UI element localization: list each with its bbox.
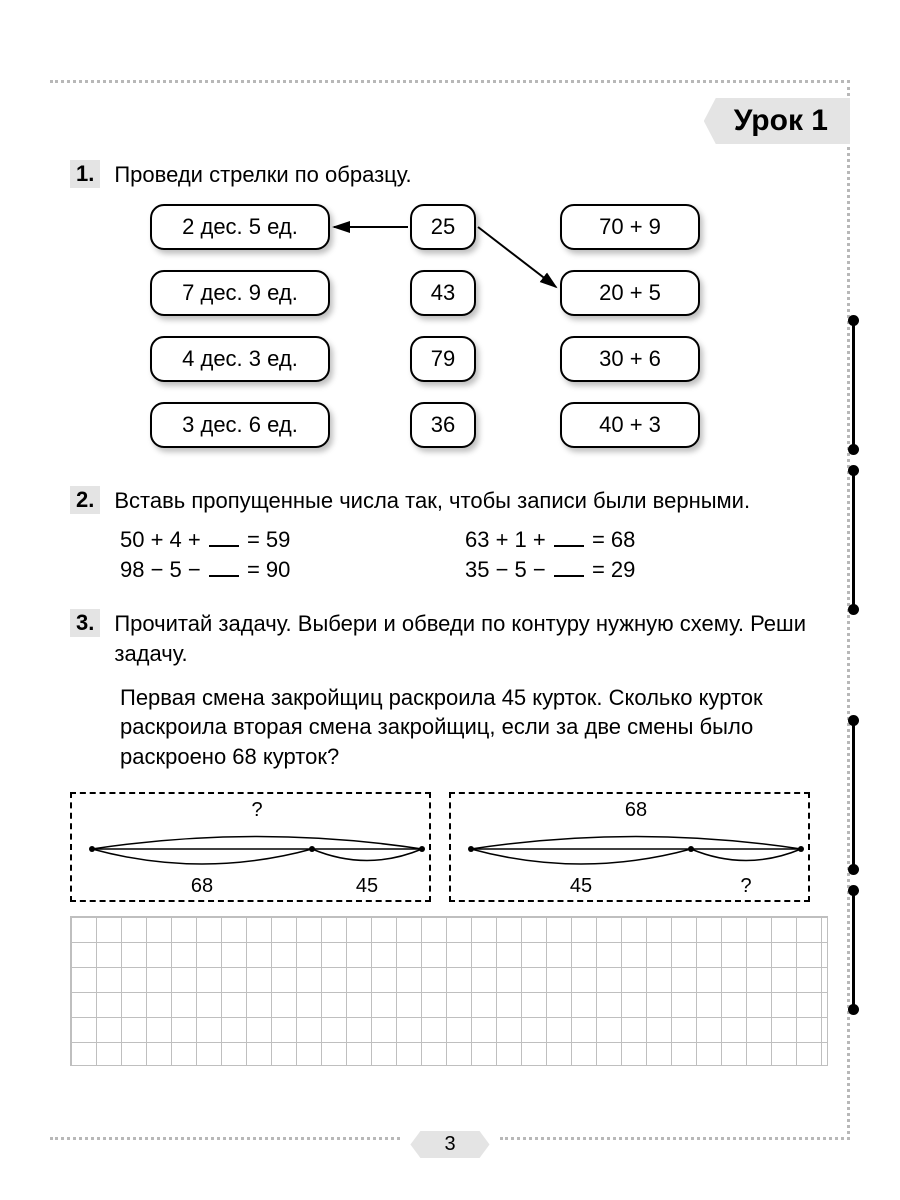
card-left: 7 дес. 9 ед.	[150, 270, 330, 316]
task-prompt: Вставь пропущенные числа так, чтобы запи…	[114, 486, 750, 516]
task-number: 2.	[70, 486, 100, 514]
task-prompt: Проведи стрелки по образцу.	[114, 160, 411, 190]
equation: 63 + 1 + = 68	[465, 527, 810, 553]
scheme-br-label: 45	[356, 875, 378, 897]
task-prompt: Прочитай задачу. Выбери и обведи по конт…	[114, 609, 810, 668]
lesson-label: Урок 1	[704, 98, 850, 144]
ex1-cards-area: 2 дес. 5 ед. 7 дес. 9 ед. 4 дес. 3 ед. 3…	[120, 204, 760, 464]
task-number: 1.	[70, 160, 100, 188]
card-left: 2 дес. 5 ед.	[150, 204, 330, 250]
card-left: 4 дес. 3 ед.	[150, 336, 330, 382]
card-mid: 25	[410, 204, 476, 250]
exercise-2: 2. Вставь пропущенные числа так, чтобы з…	[70, 486, 810, 588]
page-number: 3	[410, 1131, 489, 1158]
card-right: 30 + 6	[560, 336, 700, 382]
blank-field[interactable]	[554, 559, 584, 577]
scheme-svg: ? 68 45	[72, 794, 442, 904]
scheme-br-label: ?	[740, 875, 751, 897]
scheme-bl-label: 68	[191, 875, 213, 897]
equation: 50 + 4 + = 59	[120, 527, 465, 553]
blank-field[interactable]	[209, 559, 239, 577]
side-marker	[852, 470, 855, 610]
side-marker	[852, 890, 855, 1010]
card-mid: 43	[410, 270, 476, 316]
card-right: 70 + 9	[560, 204, 700, 250]
problem-text: Первая смена закройщиц раскроила 45 курт…	[120, 683, 810, 772]
card-mid: 79	[410, 336, 476, 382]
card-left: 3 дес. 6 ед.	[150, 402, 330, 448]
card-right: 40 + 3	[560, 402, 700, 448]
blank-field[interactable]	[554, 529, 584, 547]
worksheet-page: Урок 1 1. Проведи стрелки по образцу. 2 …	[50, 80, 850, 1140]
blank-field[interactable]	[209, 529, 239, 547]
scheme-top-label: 68	[625, 799, 647, 821]
card-mid: 36	[410, 402, 476, 448]
equation: 98 − 5 − = 90	[120, 557, 465, 583]
border-top	[50, 80, 850, 83]
scheme-svg: 68 45 ?	[451, 794, 821, 904]
scheme-box[interactable]: ? 68 45	[70, 792, 431, 902]
exercise-1: 1. Проведи стрелки по образцу. 2 дес. 5 …	[70, 160, 810, 464]
equation-grid: 50 + 4 + = 59 98 − 5 − = 90 63 + 1 + = 6…	[120, 527, 810, 587]
scheme-box[interactable]: 68 45 ?	[449, 792, 810, 902]
task-number: 3.	[70, 609, 100, 637]
border-bottom-left	[50, 1137, 400, 1140]
answer-grid[interactable]	[70, 916, 828, 1066]
content-area: 1. Проведи стрелки по образцу. 2 дес. 5 …	[70, 160, 810, 1088]
side-marker	[852, 320, 855, 450]
side-marker	[852, 720, 855, 870]
scheme-top-label: ?	[251, 799, 262, 821]
card-right: 20 + 5	[560, 270, 700, 316]
border-bottom-right	[500, 1137, 850, 1140]
scheme-row: ? 68 45 68	[70, 792, 810, 902]
scheme-bl-label: 45	[570, 875, 592, 897]
exercise-3: 3. Прочитай задачу. Выбери и обведи по к…	[70, 609, 810, 1065]
equation: 35 − 5 − = 29	[465, 557, 810, 583]
